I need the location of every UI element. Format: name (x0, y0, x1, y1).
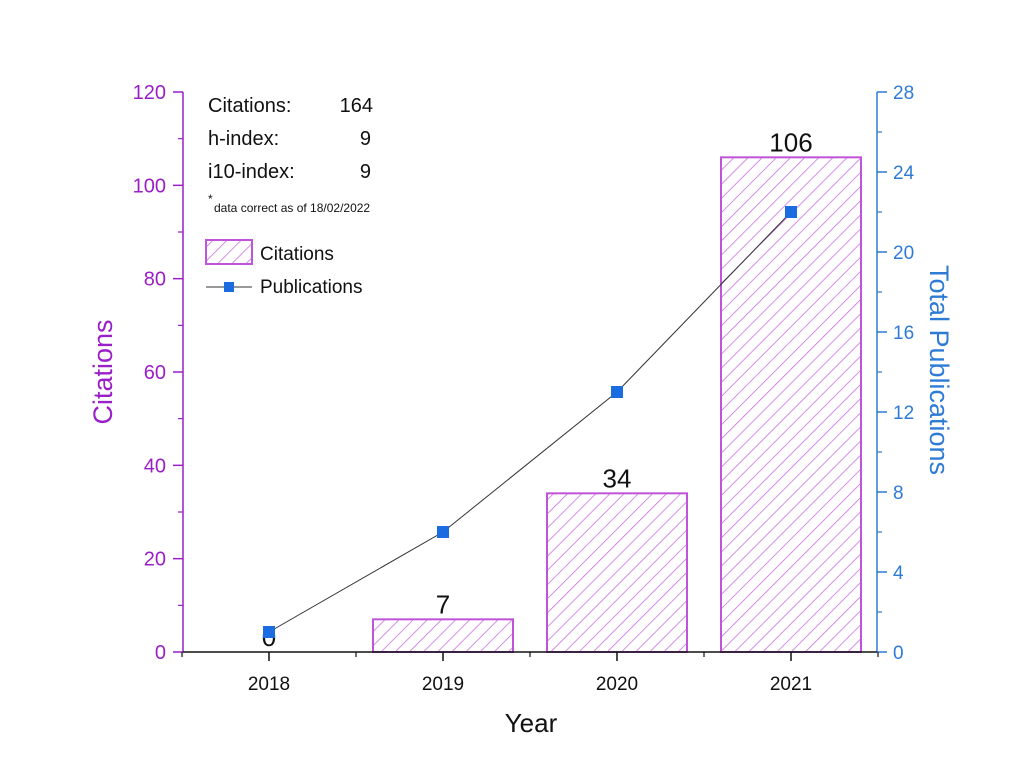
stats-hindex-label: h-index: (208, 128, 279, 150)
stats-note-mark: * (208, 192, 213, 206)
stats-hindex-value: 9 (360, 128, 371, 150)
publications-series (263, 206, 797, 638)
legend-citations-label: Citations (260, 244, 334, 265)
axes: 0 20 40 60 80 100 120 0 4 8 12 16 20 24 28 2018 2019 2020… (133, 82, 915, 695)
y2-tick-label: 0 (893, 643, 904, 664)
legend-publications-label: Publications (260, 277, 362, 298)
publications-point-2019 (437, 526, 449, 538)
y-tick-label: 0 (155, 642, 166, 664)
y-tick-label: 120 (133, 82, 166, 104)
publications-point-2020 (611, 386, 623, 398)
bar-2021 (720, 156, 862, 653)
legend-citations-swatch (205, 239, 253, 265)
x-tick-label: 2019 (422, 674, 464, 695)
legend-publications-marker (224, 282, 234, 292)
y2-tick-label: 24 (893, 163, 915, 184)
y2-tick-label: 20 (893, 243, 914, 264)
bar-value-label-2021: 106 (769, 127, 812, 157)
stats-i10-value: 9 (360, 161, 371, 183)
y-tick-label: 40 (144, 455, 166, 477)
stats-citations-value: 164 (340, 95, 373, 117)
bar-2020 (546, 492, 688, 654)
publications-line (268, 211, 792, 633)
y2-tick-label: 4 (893, 563, 904, 584)
y-tick-label: 20 (144, 549, 166, 571)
x-axis-title-year: Year (505, 708, 558, 738)
y-tick-label: 60 (144, 362, 166, 384)
bar-value-label-2019: 7 (436, 589, 450, 619)
y-axis-title-citations: Citations (88, 319, 118, 424)
x-tick-label: 2020 (596, 674, 638, 695)
y2-tick-label: 8 (893, 483, 904, 504)
stats-citations-label: Citations: (208, 95, 291, 117)
y-tick-label: 80 (144, 269, 166, 291)
bar-2019 (372, 618, 514, 653)
x-tick-label: 2021 (770, 674, 812, 695)
y2-axis-title-total-publications: Total Publications (924, 265, 954, 475)
y2-tick-label: 16 (893, 323, 914, 344)
citations-bars: 0734106 (262, 127, 862, 654)
x-tick-label: 2018 (248, 674, 290, 695)
stats-box: Citations: 164 h-index: 9 i10-index: 9 *… (208, 95, 373, 215)
bar-value-label-2020: 34 (603, 463, 632, 493)
y2-tick-label: 12 (893, 403, 914, 424)
stats-note: data correct as of 18/02/2022 (214, 201, 370, 215)
stats-i10-label: i10-index: (208, 161, 295, 183)
y2-tick-label: 28 (893, 83, 914, 104)
publications-point-2021 (785, 206, 797, 218)
y-tick-label: 100 (133, 175, 166, 197)
legend: Citations Publications (205, 239, 362, 298)
publications-point-2018 (263, 626, 275, 638)
